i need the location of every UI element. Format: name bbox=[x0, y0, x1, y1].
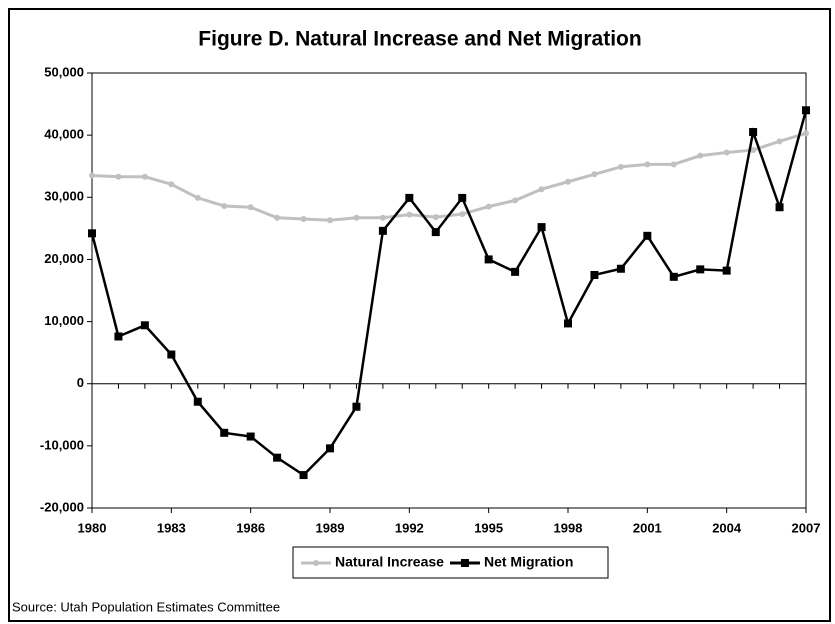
y-tick-label: 30,000 bbox=[44, 189, 84, 204]
legend-box bbox=[292, 546, 609, 579]
point-marker bbox=[512, 197, 519, 204]
x-tick-label: 1995 bbox=[474, 520, 503, 535]
point-marker bbox=[803, 130, 809, 137]
point-marker bbox=[352, 402, 361, 411]
legend-label: Net Migration bbox=[484, 554, 573, 570]
point-marker bbox=[723, 149, 730, 156]
legend-label: Natural Increase bbox=[335, 554, 444, 570]
point-marker bbox=[590, 270, 599, 279]
x-tick-label: 1983 bbox=[157, 520, 186, 535]
point-marker bbox=[749, 128, 758, 137]
point-marker bbox=[378, 226, 387, 235]
point-marker bbox=[669, 272, 678, 281]
point-marker bbox=[776, 138, 783, 145]
point-marker bbox=[432, 214, 439, 221]
plot-area bbox=[91, 72, 807, 509]
point-marker bbox=[300, 216, 307, 223]
point-marker bbox=[299, 471, 308, 480]
point-marker bbox=[326, 444, 334, 453]
point-marker bbox=[221, 202, 228, 209]
point-marker bbox=[802, 106, 810, 115]
point-marker bbox=[168, 181, 175, 188]
y-tick-label: 20,000 bbox=[44, 251, 84, 266]
legend-marker bbox=[460, 559, 469, 567]
x-tick-label: 2004 bbox=[712, 520, 742, 535]
point-marker bbox=[193, 397, 202, 406]
point-marker bbox=[88, 229, 96, 238]
point-marker bbox=[696, 265, 705, 274]
y-tick-label: 40,000 bbox=[44, 127, 84, 142]
point-marker bbox=[167, 350, 176, 359]
x-tick-label: 2007 bbox=[792, 520, 821, 535]
point-marker bbox=[616, 264, 625, 273]
chart-frame bbox=[8, 8, 831, 622]
point-marker bbox=[141, 173, 148, 180]
x-tick-label: 1992 bbox=[395, 520, 424, 535]
point-marker bbox=[617, 163, 624, 170]
point-marker bbox=[246, 432, 255, 441]
point-marker bbox=[722, 266, 731, 275]
x-tick-label: 2001 bbox=[633, 520, 662, 535]
point-marker bbox=[379, 214, 386, 221]
x-tick-label: 1989 bbox=[316, 520, 345, 535]
point-marker bbox=[485, 203, 492, 210]
point-marker bbox=[115, 173, 122, 180]
point-marker bbox=[405, 193, 414, 202]
point-marker bbox=[538, 186, 545, 193]
point-marker bbox=[564, 319, 572, 328]
x-tick-label: 1998 bbox=[554, 520, 583, 535]
point-marker bbox=[511, 267, 520, 276]
point-marker bbox=[220, 428, 229, 437]
point-marker bbox=[273, 453, 282, 462]
point-marker bbox=[458, 193, 467, 202]
point-marker bbox=[194, 194, 201, 201]
point-marker bbox=[644, 161, 651, 168]
point-marker bbox=[591, 171, 598, 178]
point-marker bbox=[274, 214, 281, 221]
point-marker bbox=[537, 223, 546, 232]
point-marker bbox=[327, 217, 333, 224]
point-marker bbox=[431, 228, 440, 237]
y-tick-label: 50,000 bbox=[44, 64, 84, 79]
point-marker bbox=[353, 214, 360, 221]
legend-marker bbox=[313, 560, 319, 566]
point-marker bbox=[643, 231, 652, 240]
x-tick-label: 1980 bbox=[78, 520, 107, 535]
x-tick-label: 1986 bbox=[236, 520, 265, 535]
y-tick-label: -20,000 bbox=[40, 499, 84, 514]
series-line bbox=[90, 109, 808, 477]
point-marker bbox=[459, 211, 466, 218]
point-marker bbox=[114, 332, 123, 341]
point-marker bbox=[247, 204, 254, 211]
point-marker bbox=[697, 152, 704, 159]
point-marker bbox=[406, 211, 413, 218]
point-marker bbox=[750, 147, 757, 154]
point-marker bbox=[484, 255, 493, 264]
y-tick-label: 0 bbox=[77, 375, 84, 390]
point-marker bbox=[670, 161, 677, 168]
y-tick-label: -10,000 bbox=[40, 437, 84, 452]
source-note: Source: Utah Population Estimates Commit… bbox=[12, 599, 280, 614]
y-tick-label: 10,000 bbox=[44, 313, 84, 328]
point-marker bbox=[775, 203, 784, 212]
point-marker bbox=[565, 178, 571, 185]
chart-title: Figure D. Natural Increase and Net Migra… bbox=[198, 28, 641, 51]
point-marker bbox=[89, 172, 95, 179]
point-marker bbox=[140, 321, 149, 330]
